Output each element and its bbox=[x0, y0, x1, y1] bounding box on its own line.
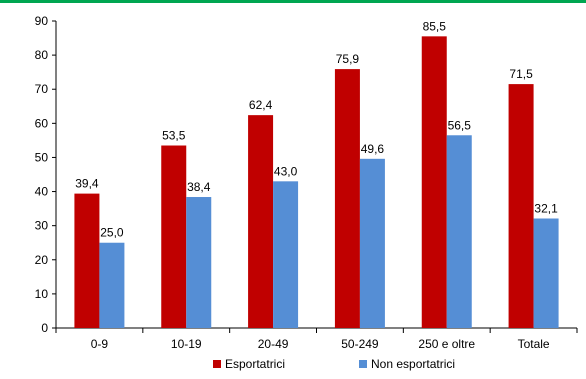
data-label: 38,4 bbox=[187, 180, 211, 194]
bar-non-esportatrici bbox=[273, 181, 299, 328]
x-axis: 0-9 10-19 20-49 50-249 250 e oltre Totale bbox=[55, 327, 578, 351]
bar-non-esportatrici bbox=[359, 158, 385, 328]
y-tick-label: 0 bbox=[41, 321, 48, 335]
legend-swatch-non-esportatrici bbox=[359, 360, 367, 368]
y-tick-label: 90 bbox=[35, 14, 49, 28]
y-tick-label: 30 bbox=[35, 219, 49, 233]
bar-esportatrici bbox=[248, 115, 274, 328]
y-tick-label: 70 bbox=[35, 82, 49, 96]
legend-label-non-esportatrici: Non esportatrici bbox=[371, 357, 455, 371]
top-accent-line bbox=[0, 0, 586, 3]
bars-group bbox=[74, 36, 559, 328]
x-tick-label: Totale bbox=[518, 337, 550, 351]
y-tick-label: 60 bbox=[35, 116, 49, 130]
bar-esportatrici bbox=[508, 84, 534, 328]
x-tick-label: 20-49 bbox=[258, 337, 289, 351]
y-tick-label: 80 bbox=[35, 48, 49, 62]
x-tick-label: 250 e oltre bbox=[418, 337, 475, 351]
y-tick-label: 50 bbox=[35, 150, 49, 164]
x-tick-label: 10-19 bbox=[171, 337, 202, 351]
bar-non-esportatrici bbox=[186, 197, 212, 328]
bar-esportatrici bbox=[421, 36, 447, 328]
y-axis: 0 10 20 30 40 50 60 70 80 90 bbox=[35, 14, 57, 335]
y-tick-label: 10 bbox=[35, 287, 49, 301]
bar-non-esportatrici bbox=[99, 242, 125, 328]
legend-label-esportatrici: Esportatrici bbox=[225, 357, 285, 371]
data-label: 71,5 bbox=[509, 67, 533, 81]
data-label: 75,9 bbox=[336, 52, 360, 66]
data-label: 85,5 bbox=[423, 19, 447, 33]
data-label: 62,4 bbox=[249, 98, 273, 112]
data-label: 53,5 bbox=[162, 129, 186, 143]
bar-non-esportatrici bbox=[533, 218, 559, 328]
x-tick-label: 0-9 bbox=[91, 337, 109, 351]
data-label: 56,5 bbox=[448, 118, 472, 132]
y-tick-label: 40 bbox=[35, 185, 49, 199]
data-label: 25,0 bbox=[100, 226, 124, 240]
bar-esportatrici bbox=[74, 193, 100, 328]
legend: Esportatrici Non esportatrici bbox=[213, 357, 455, 371]
bar-esportatrici bbox=[334, 69, 360, 328]
data-label: 39,4 bbox=[75, 177, 99, 191]
data-label: 49,6 bbox=[361, 142, 385, 156]
x-tick-label: 50-249 bbox=[341, 337, 379, 351]
data-labels-group: 39,4 53,5 62,4 75,9 85,5 71,5 25,0 38,4 43,0 49,6… bbox=[75, 19, 558, 239]
legend-swatch-esportatrici bbox=[213, 360, 221, 368]
data-label: 43,0 bbox=[274, 164, 298, 178]
bar-esportatrici bbox=[161, 145, 187, 328]
bar-non-esportatrici bbox=[446, 135, 472, 328]
y-tick-label: 20 bbox=[35, 253, 49, 267]
data-label: 32,1 bbox=[534, 202, 558, 216]
